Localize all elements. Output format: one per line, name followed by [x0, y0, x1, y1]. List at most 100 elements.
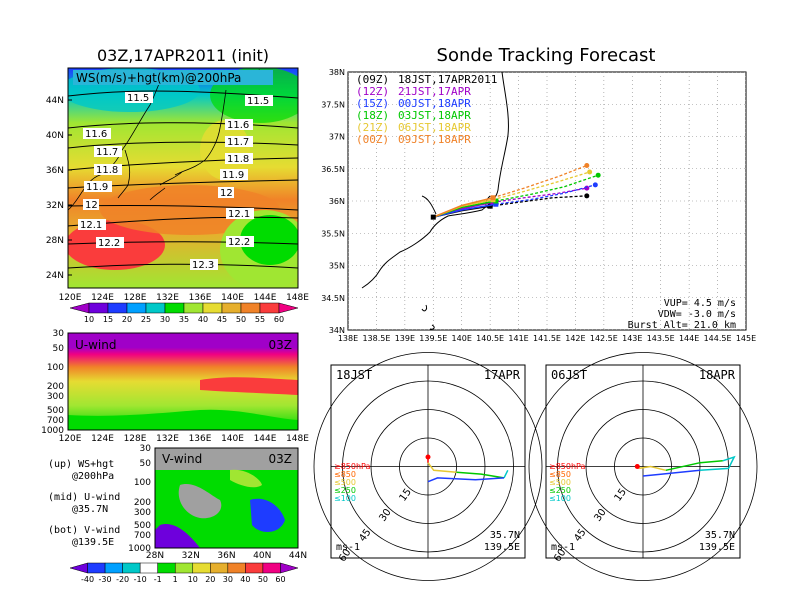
ws-contour-label: 11.5	[247, 96, 269, 107]
ws-contour-label-bg	[94, 164, 122, 175]
ws-colorbar-label: 35	[179, 315, 189, 324]
uv-colorbar-label: 30	[223, 575, 233, 584]
ws-panel-label: WS(m/s)+hgt(km)@200hPa	[76, 71, 241, 85]
uv-colorbar-swatch	[139, 562, 158, 574]
hodo-segment-500	[639, 465, 666, 472]
uv-colorbar-label: -30	[99, 575, 112, 584]
hodo-level-label: ≤850	[549, 470, 571, 479]
track-lon-tick: 138E	[338, 334, 358, 343]
track-lat-tick: 36.5N	[321, 165, 345, 174]
ws-lat-tick: 40N	[46, 131, 64, 141]
hodo-date-label: 18APR	[699, 368, 736, 382]
u-lon-tick: 136E	[189, 434, 212, 444]
ws-contour-label-bg	[245, 95, 273, 106]
track-map	[347, 71, 747, 331]
uv-colorbar-swatch	[210, 562, 229, 574]
uv-colorbar-label: -40	[81, 575, 94, 584]
hodo-ring	[313, 352, 543, 581]
track-panel-title: Sonde Tracking Forecast	[437, 45, 656, 66]
ws-contour-label: 12.1	[228, 209, 250, 220]
ws-contour-label-bg	[83, 128, 111, 139]
track-lon-tick: 139.5E	[419, 334, 447, 343]
ws-contour-label: 12.3	[192, 260, 214, 271]
track-legend-time: 00JST,18APR	[398, 97, 471, 110]
hodo-level-label: ≤250	[549, 486, 571, 495]
ws-colorbar-swatch	[88, 302, 109, 314]
track-landing-18Z	[595, 172, 601, 178]
uv-colorbar-label: 40	[240, 575, 250, 584]
track-landing-21Z	[587, 169, 593, 175]
track-legend-time: 06JST,18APR	[398, 121, 471, 134]
ws-colorbar-swatch	[164, 302, 185, 314]
hodo-ring	[528, 352, 758, 581]
uv-colorbar-label: 1	[173, 575, 178, 584]
ws-lat-tick: 28N	[46, 236, 64, 246]
uv-colorbar-swatch	[174, 562, 194, 574]
hodo-level-label: ≥850hPa	[334, 462, 371, 471]
hodo-lon-label: 139.5E	[484, 542, 520, 553]
track-legend-zone: (18Z)	[356, 109, 389, 122]
ws-lat-tick: 24N	[46, 271, 64, 281]
track-legend-time: 18JST,17APR2011	[398, 73, 497, 86]
track-param: VUP= 4.5 m/s	[664, 298, 736, 309]
ws-contour-label: 11.9	[222, 170, 244, 181]
track-lon-tick: 145E	[736, 334, 756, 343]
track-lat-tick: 36N	[329, 197, 345, 206]
ws-colorbar-swatch	[202, 302, 223, 314]
ws-colorbar-label: 20	[122, 315, 132, 324]
ws-contour-label-bg	[94, 146, 122, 157]
ws-contour-label: 11.7	[96, 147, 118, 158]
ws-lat-tick: 44N	[46, 96, 64, 106]
note-line2: @200hPa	[72, 471, 114, 482]
ws-contour-label: 12.1	[80, 220, 102, 231]
track-lon-tick: 143E	[622, 334, 642, 343]
ws-contour-label-bg	[96, 237, 124, 248]
uv-colorbar-swatch	[122, 562, 141, 574]
track-burst-09Z	[487, 203, 493, 209]
ws-colorbar-swatch	[126, 302, 147, 314]
ws-lon-tick: 136E	[189, 293, 212, 303]
v-pressure-tick: 300	[134, 508, 151, 518]
hodo-level-label: ≤100	[549, 494, 571, 503]
ws-contour-label: 12	[85, 200, 98, 211]
u-wind-time: 03Z	[269, 338, 293, 352]
ws-contour-label-bg	[225, 153, 253, 164]
ws-lon-tick: 148E	[286, 293, 309, 303]
hodo-segment-100	[503, 469, 509, 479]
ws-contour-label: 11.5	[127, 93, 149, 104]
track-descent-09Z	[490, 195, 587, 207]
hodo-level-label: ≤500	[549, 478, 571, 487]
hodo-level-label: ≤500	[334, 478, 356, 487]
uv-colorbar-label: 20	[205, 575, 215, 584]
track-descent-15Z	[495, 184, 596, 205]
hodo-segment-low	[427, 477, 505, 483]
note-line2: @139.5E	[72, 537, 114, 548]
track-legend-zone: (15Z)	[356, 97, 389, 110]
ws-colorbar-label: 60	[274, 315, 284, 324]
track-landing-09Z	[584, 193, 590, 199]
u-pressure-tick: 300	[47, 392, 64, 402]
track-lat-tick: 34N	[329, 326, 345, 335]
track-legend-time: 03JST,18APR	[398, 109, 471, 122]
ws-contour-label-bg	[220, 169, 248, 180]
track-lon-tick: 140E	[452, 334, 472, 343]
ws-colorbar-label: 25	[141, 315, 151, 324]
track-lat-tick: 35.5N	[321, 229, 345, 238]
note-line1: (mid) U-wind	[48, 492, 120, 503]
uv-colorbar-swatch	[87, 562, 106, 574]
track-burst-18Z	[493, 198, 499, 204]
track-launch	[430, 214, 436, 220]
ws-contour-label: 11.8	[96, 165, 118, 176]
hodo-lon-label: 139.5E	[699, 542, 735, 553]
ws-contour-label: 11.9	[86, 182, 108, 193]
u-pressure-tick: 700	[47, 416, 64, 426]
u-pressure-tick: 1000	[41, 426, 64, 436]
u-lon-tick: 140E	[221, 434, 244, 444]
hodo-date-label: 17APR	[484, 368, 521, 382]
v-wind-section	[154, 447, 299, 549]
hodo-segment-low	[642, 469, 701, 477]
ws-lon-ticks: 120E 124E 128E 132E 136E 140E 144E 148E	[59, 293, 310, 303]
v-pressure-tick: 700	[134, 531, 151, 541]
uv-colorbar: -40 -30 -20 -10 -1 1 10 20 30 40 50 60	[69, 562, 299, 584]
v-wind-time: 03Z	[269, 452, 293, 466]
